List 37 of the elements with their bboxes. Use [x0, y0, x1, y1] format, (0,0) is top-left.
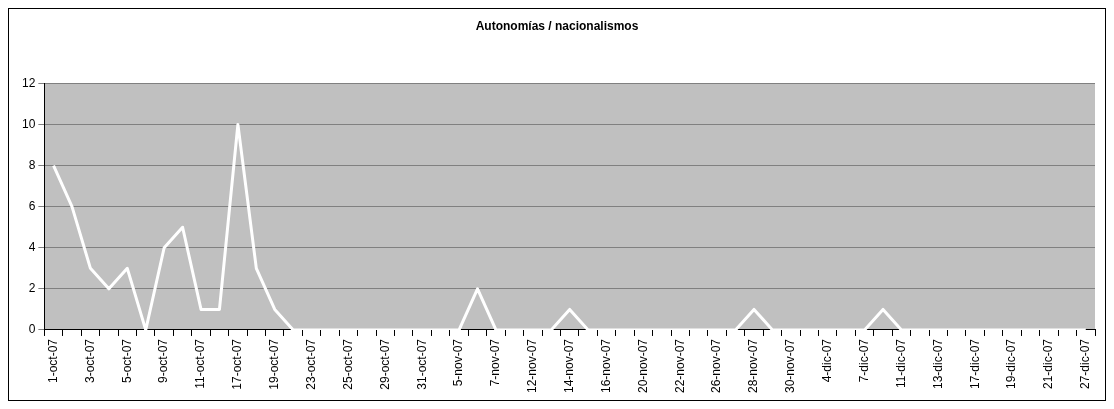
x-tick-label: 5-nov-07	[451, 338, 466, 387]
x-tick-label: 21-dic-07	[1041, 338, 1056, 389]
y-tick-label: 0	[28, 322, 36, 337]
x-tick-label: 16-nov-07	[598, 338, 613, 394]
x-tick-label: 9-oct-07	[156, 338, 171, 383]
y-tick-label: 10	[21, 116, 36, 131]
x-tick-label: 1-oct-07	[45, 338, 60, 383]
y-tick-label: 6	[28, 198, 36, 213]
x-tick-label: 4-dic-07	[820, 338, 835, 383]
x-tick-label: 17-oct-07	[230, 338, 245, 390]
x-tick-label: 11-dic-07	[893, 338, 908, 389]
y-tick-label: 8	[28, 157, 36, 172]
x-tick-label: 11-oct-07	[193, 338, 208, 389]
x-tick-label: 14-nov-07	[561, 338, 576, 394]
x-tick-label: 7-dic-07	[856, 338, 871, 383]
x-tick-label: 19-oct-07	[267, 338, 282, 390]
x-tick-label: 23-oct-07	[303, 338, 318, 390]
x-tick-label: 7-nov-07	[488, 338, 503, 387]
x-tick-label: 17-dic-07	[967, 338, 982, 389]
x-tick-label: 3-oct-07	[82, 338, 97, 383]
x-tick-label: 12-nov-07	[525, 338, 540, 394]
x-tick-label: 25-oct-07	[340, 338, 355, 390]
x-tick-label: 19-dic-07	[1004, 338, 1019, 389]
x-tick-label: 5-oct-07	[119, 338, 134, 383]
x-tick-label: 27-dic-07	[1078, 338, 1093, 389]
x-tick-label: 26-nov-07	[709, 338, 724, 394]
x-tick-label: 28-nov-07	[746, 338, 761, 394]
chart-title: Autonomías / nacionalismos	[475, 18, 639, 33]
x-tick-label: 31-oct-07	[414, 338, 429, 390]
y-tick-label: 12	[21, 75, 36, 90]
x-tick-label: 20-nov-07	[635, 338, 650, 394]
x-tick-label: 22-nov-07	[672, 338, 687, 394]
y-tick-label: 4	[28, 240, 36, 255]
y-tick-label: 2	[28, 281, 36, 296]
x-tick-label: 13-dic-07	[930, 338, 945, 389]
x-tick-label: 30-nov-07	[783, 338, 798, 394]
x-tick-label: 29-oct-07	[377, 338, 392, 390]
